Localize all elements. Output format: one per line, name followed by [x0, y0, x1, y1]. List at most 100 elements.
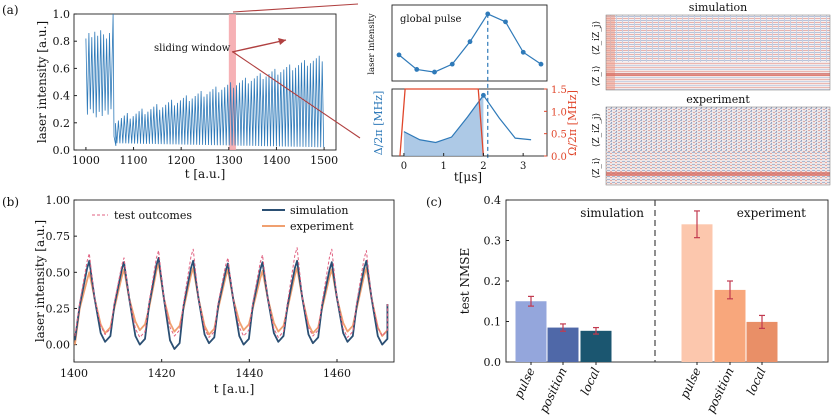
detuning-peak-point — [481, 92, 486, 98]
chart-a-ytick-label: 0.0 — [53, 144, 71, 157]
pulse-title: global pulse — [400, 14, 462, 25]
category-label-local: local — [578, 365, 603, 397]
category-label-pulse: pulse — [511, 365, 537, 400]
chart-c-ytick-label: 0.0 — [484, 356, 502, 369]
pulse-point — [432, 69, 437, 75]
chart-b-frame — [73, 199, 395, 363]
pulse-ylabel: laser intensity — [367, 13, 377, 75]
chart-c-nmse: simulation experiment 0.0 0.1 0.2 0.3 0.4 pul… — [458, 194, 829, 415]
legend-label-test-outcomes: test outcomes — [114, 209, 192, 222]
rabi-ylabel: Ω/2π [MHz] — [566, 90, 579, 156]
pulse-point — [396, 52, 402, 58]
heatmap-exp-zz — [606, 107, 830, 152]
heatmap-sim-zz — [606, 15, 830, 62]
detuning-fill — [403, 95, 484, 156]
window-connectors — [231, 3, 361, 139]
chart-a-ytick-label: 0.4 — [53, 90, 71, 103]
category-label-local: local — [744, 365, 769, 397]
chart-a-laser-intensity: 1000 1100 1200 1300 1400 1500 0.0 0.2 0.4 0.6 0.8 1… — [35, 8, 338, 181]
chart-b-line-test-outcomes — [74, 247, 388, 338]
chart-c-ytick-label: 0.2 — [484, 275, 502, 288]
chart-b-ytick-label: 1.00 — [46, 194, 71, 207]
bar-local — [580, 330, 612, 362]
chart-b-ytick-label: 0.75 — [46, 230, 71, 243]
detuning-xtick-label: 0 — [401, 161, 407, 172]
heatmap-sim-zz-label: ⟨Z_iZ_j⟩ — [592, 21, 602, 55]
detuning-xlabel: t[μs] — [454, 170, 482, 184]
chart-b-line-simulation — [74, 257, 389, 350]
chart-a-xtick-label: 1300 — [215, 154, 243, 167]
category-label-position: position — [704, 365, 737, 415]
chart-a-detuning: 0 1 2 3 0.0 0.5 1.0 1.5 t[μs] Δ/2π [MHz] Ω/2π [… — [372, 85, 579, 184]
rabi-ytick-label: 0.5 — [551, 130, 567, 141]
pulse-point — [485, 11, 491, 17]
rabi-line — [399, 88, 485, 157]
chart-b-line-experiment — [74, 262, 389, 345]
chart-b-ytick-label: 0.25 — [46, 302, 71, 315]
connector-top — [232, 3, 359, 13]
panel-label-c: (c) — [426, 195, 442, 209]
chart-a-xtick-label: 1500 — [310, 154, 338, 167]
chart-a-ylabel: laser intensity [a.u.] — [35, 21, 49, 143]
heatmap-sim-band — [606, 73, 830, 76]
chart-b-xlabel: t [a.u.] — [214, 382, 255, 396]
rabi-ytick-label: 0.0 — [551, 152, 567, 163]
chart-a-xlabel: t [a.u.] — [185, 167, 226, 181]
heatmap-exp-band — [606, 172, 830, 176]
heatmap-exp-zz-label: ⟨Z_iZ_j⟩ — [592, 113, 602, 147]
chart-a-xtick-label: 1000 — [72, 154, 100, 167]
chart-b-xtick-label: 1460 — [323, 367, 351, 380]
heatmap-exp-title: experiment — [686, 93, 750, 106]
panel-label-b: (b) — [2, 195, 19, 209]
heatmap-exp-z-label: ⟨Z_i⟩ — [592, 158, 602, 179]
chart-a-ytick-label: 1.0 — [53, 8, 71, 21]
detuning-xtick-label: 3 — [520, 161, 526, 172]
window-arrow — [231, 39, 287, 53]
heatmap-sim-edge — [606, 15, 615, 90]
chart-a-xtick-label: 1200 — [167, 154, 195, 167]
group-label-simulation: simulation — [580, 206, 644, 220]
pulse-point — [503, 19, 508, 25]
chart-a-ytick-label: 0.8 — [53, 35, 71, 48]
chart-b-ytick-label: 0.00 — [46, 339, 71, 352]
pulse-point — [414, 67, 420, 72]
correlation-heatmaps: simulation experiment ⟨Z_iZ_j⟩ ⟨Z_i⟩ ⟨Z_… — [592, 1, 831, 186]
sliding-window — [228, 14, 236, 150]
pulse-point — [520, 49, 526, 55]
group-label-experiment: experiment — [737, 206, 806, 220]
connector-bottom — [232, 51, 361, 139]
chart-b-test-prediction: 1400 1420 1440 1460 0.00 0.25 0.50 0.75 1.00 tes… — [33, 194, 395, 396]
heatmap-sim-frame — [605, 14, 831, 91]
chart-c-ytick-label: 0.4 — [484, 194, 502, 207]
chart-b-legend: test outcomes simulation experiment — [92, 204, 354, 233]
bar-position — [547, 327, 579, 362]
bar-pulse — [681, 224, 713, 362]
detuning-line — [403, 94, 532, 144]
heatmap-exp-z — [606, 152, 830, 185]
panel-label-a: (a) — [2, 3, 19, 17]
pulse-point — [449, 61, 455, 67]
rabi-ytick-label: 1.5 — [551, 85, 567, 96]
detuning-ylabel: Δ/2π [MHz] — [372, 91, 385, 156]
chart-a-ytick-label: 0.6 — [53, 62, 71, 75]
heatmap-sim-title: simulation — [689, 1, 747, 14]
chart-a-ytick-label: 0.2 — [53, 117, 71, 130]
chart-c-ytick-label: 0.3 — [484, 235, 502, 248]
chart-a-frame — [73, 13, 337, 151]
chart-a-global-pulse: global pulse laser intensity — [367, 4, 548, 160]
legend-label-simulation: simulation — [290, 204, 348, 217]
legend-label-experiment: experiment — [290, 220, 354, 233]
category-label-pulse: pulse — [677, 365, 703, 400]
pulse-point — [538, 61, 544, 67]
detuning-xtick-label: 1 — [440, 161, 446, 172]
sliding-window-label: sliding window — [154, 43, 231, 54]
bar-pulse — [515, 301, 547, 362]
chart-c-ylabel: test NMSE — [458, 248, 472, 315]
category-label-position: position — [537, 365, 570, 415]
chart-b-ytick-label: 0.50 — [46, 266, 71, 279]
rabi-ytick-label: 1.0 — [551, 107, 567, 118]
chart-a-signal-line — [85, 13, 325, 148]
heatmap-exp-frame — [605, 106, 831, 186]
chart-a-xtick-label: 1100 — [120, 154, 148, 167]
